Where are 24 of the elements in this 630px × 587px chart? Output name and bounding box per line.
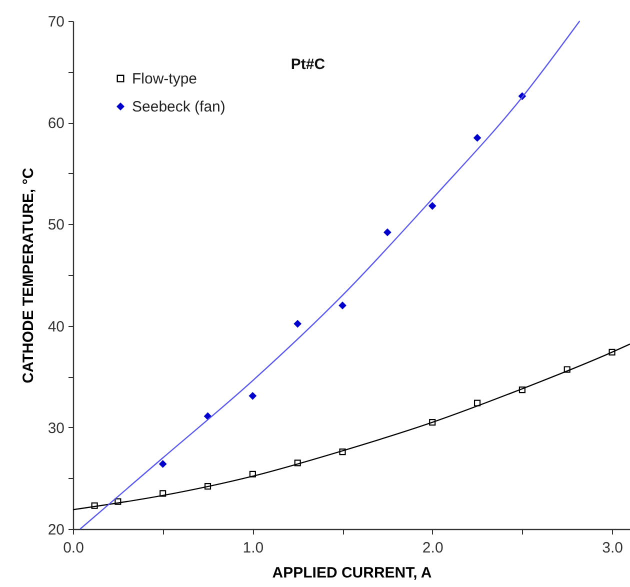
point (294, 320, 302, 328)
x-axis-title: APPLIED CURRENT, A (272, 564, 432, 582)
line-series (80, 20, 580, 530)
point (159, 460, 167, 468)
y-tick-label: 50 (48, 216, 64, 234)
point (474, 134, 481, 142)
x-tick-label: 3.0 (602, 540, 623, 556)
legend-label: Flow-type (132, 70, 198, 88)
line-series (72, 343, 630, 510)
y-tick-label: 20 (48, 522, 64, 538)
point (428, 202, 436, 210)
point (248, 392, 256, 400)
y-tick-label: 60 (48, 115, 64, 132)
y-tick-label: 70 (48, 14, 64, 30)
point (384, 228, 392, 236)
x-tick-label: 1.0 (242, 540, 264, 556)
text: Pt#C (290, 56, 326, 73)
x-tick-label: 0.0 (63, 540, 84, 556)
y-tick-label: 30 (48, 420, 64, 437)
point (338, 302, 346, 310)
y-tick-label: 40 (48, 318, 64, 336)
legend-label: Seebeck (fan) (132, 98, 226, 116)
x-tick-label: 2.0 (422, 540, 444, 556)
y-axis-title: CATHODE TEMPERATURE, °C (20, 168, 37, 384)
